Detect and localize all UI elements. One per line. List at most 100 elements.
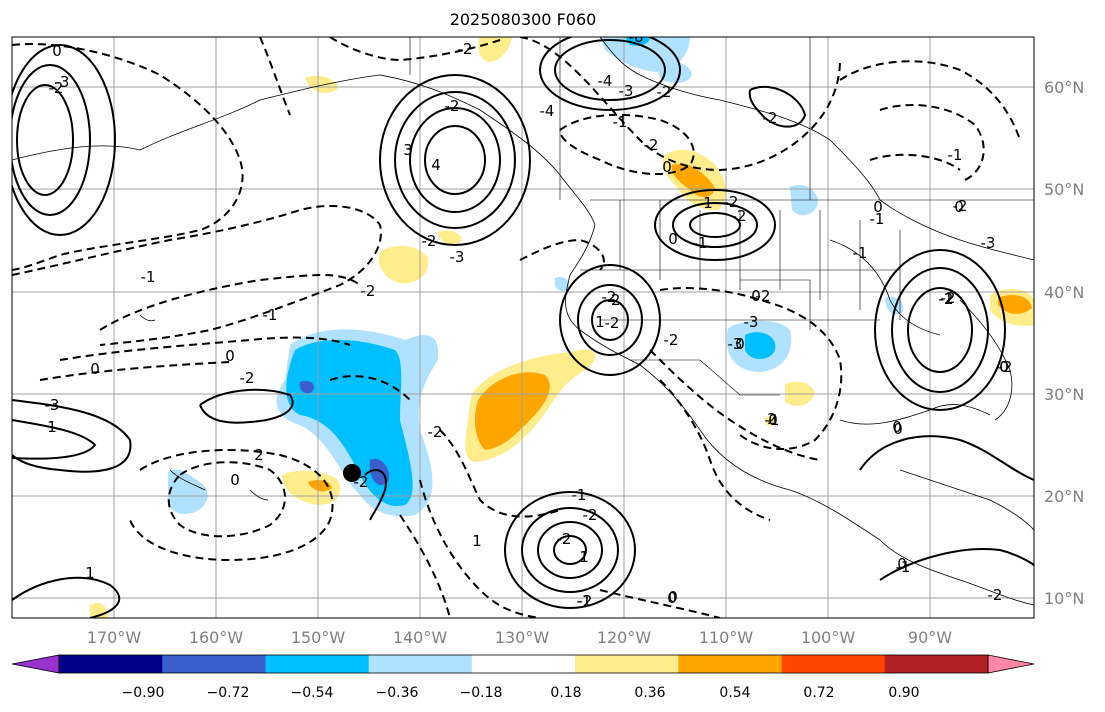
contour-label: -2 [724, 193, 739, 211]
contour-label: 1 [595, 313, 605, 331]
contour-label: -2 [732, 207, 747, 225]
contour-label: -1 [577, 592, 592, 610]
contour-label: -1 [765, 411, 780, 429]
storm-center-marker [343, 464, 361, 482]
contour-label: 0 [90, 360, 100, 378]
colorbar-segment [471, 655, 576, 673]
lon-label: 100°W [801, 628, 856, 647]
contour-label: 1 [47, 418, 57, 436]
negative-anomaly-hawaii [167, 469, 208, 515]
contour-label: -1 [693, 234, 708, 252]
contour-label: -2 [361, 282, 376, 300]
contour-label: 0 [892, 418, 902, 436]
negative-anomaly-plains-core [745, 332, 776, 359]
contour-label: -3 [619, 82, 634, 100]
contour-label: 3 [403, 141, 413, 159]
colorbar-tick-label: 0.54 [719, 685, 750, 701]
dashed-contours [12, 37, 1021, 618]
contour-label: -2 [578, 592, 593, 610]
contour-label: -2 [756, 287, 771, 305]
lat-label: 60°N [1044, 78, 1084, 97]
contour-label: -2 [664, 331, 679, 349]
contour-label: -2 [458, 40, 473, 58]
contour-label: 2 [767, 410, 777, 428]
colorbar-tick-label: −0.90 [122, 685, 165, 701]
contour-label: -4 [540, 102, 555, 120]
positive-anomaly-small-1 [438, 230, 462, 245]
contour-label: 4 [431, 156, 441, 174]
positive-anomaly-east-core [998, 295, 1032, 314]
contour-label: 0 [893, 420, 903, 438]
contour-label: 0 [52, 42, 62, 60]
lat-label: 40°N [1044, 283, 1084, 302]
contour-label: -3 [981, 234, 996, 252]
contour-label: 0 [999, 358, 1009, 376]
contour-label: -2 [557, 530, 572, 548]
latitude-labels: 60°N 50°N 40°N 30°N 20°N 10°N [1044, 78, 1084, 608]
contour-label: -6 [629, 28, 644, 46]
colorbar-tick-label: 0.90 [888, 685, 919, 701]
negative-anomaly-dark-2 [369, 459, 389, 486]
colorbar-tick-label: −0.72 [207, 685, 250, 701]
contour-label: -1 [141, 268, 156, 286]
map-frame [11, 36, 1035, 619]
positive-anomaly-texas-small [764, 416, 774, 427]
colorbar-segment [781, 655, 886, 673]
solid-contours [12, 37, 1034, 618]
lat-label: 20°N [1044, 487, 1084, 506]
contour-label: -1 [870, 210, 885, 228]
colorbar-segment [884, 655, 989, 673]
lon-label: 110°W [699, 628, 754, 647]
contour-label: -2 [606, 291, 621, 309]
colorbar-segment [575, 655, 679, 673]
colorbar-tick-label: 0.18 [550, 685, 581, 701]
figure-title: 2025080300 F060 [449, 10, 597, 29]
colorbar-tick-label: −0.54 [291, 685, 334, 701]
lon-label: 160°W [189, 628, 244, 647]
contour-label: 0 [999, 358, 1009, 376]
contour-label: 0 [667, 589, 677, 607]
contour-label: 0 [225, 347, 235, 365]
colorbar-segment [678, 655, 783, 673]
colorbar-extend-max [987, 654, 1035, 674]
negative-anomaly-baja [554, 276, 570, 292]
lon-label: 120°W [597, 628, 652, 647]
colorbar-tick-label: −0.18 [460, 685, 503, 701]
contour-label: -2 [941, 289, 956, 307]
lon-label: 140°W [393, 628, 448, 647]
contour-label: -3 [450, 248, 465, 266]
contour-label: 0 [873, 198, 883, 216]
contour-label: -1 [263, 306, 278, 324]
contour-label: -2 [998, 358, 1013, 376]
contour-label: -3 [728, 335, 743, 353]
graticule [12, 37, 1034, 618]
colorbar-segment [265, 655, 370, 673]
colorbar [11, 654, 1035, 674]
colorbar-segment [59, 655, 163, 673]
positive-anomaly-west-pac [378, 246, 429, 284]
contour-label: -1 [572, 486, 587, 504]
contour-label: 0 [230, 471, 240, 489]
contour-label: -1 [896, 558, 911, 576]
contour-label: -1 [948, 146, 963, 164]
contour-label: -4 [598, 72, 613, 90]
lat-label: 50°N [1044, 180, 1084, 199]
contour-label: 1 [85, 564, 95, 582]
contour-label: -2 [602, 288, 617, 306]
longitude-labels: 170°W 160°W 150°W 140°W 130°W 120°W 110°… [87, 628, 952, 647]
contour-label: -2 [644, 136, 659, 154]
contour-label: -3 [55, 73, 70, 91]
contour-label: -2 [988, 586, 1003, 604]
lat-label: 30°N [1044, 385, 1084, 404]
contour-label: -2 [763, 109, 778, 127]
colorbar-tick-label: 0.36 [634, 685, 665, 701]
lat-label: 10°N [1044, 589, 1084, 608]
map-panel: 0 -2-6-4-3 -2-1-2-20-2-2-234-4-2-3-1-2-1-2… [12, 28, 1034, 618]
contour-label: -2 [445, 97, 460, 115]
contour-label: -2 [49, 79, 64, 97]
contour-label: -2 [953, 197, 968, 215]
contour-label: -1 [939, 290, 954, 308]
contour-label: -2 [422, 232, 437, 250]
contour-label: 0 [751, 287, 761, 305]
